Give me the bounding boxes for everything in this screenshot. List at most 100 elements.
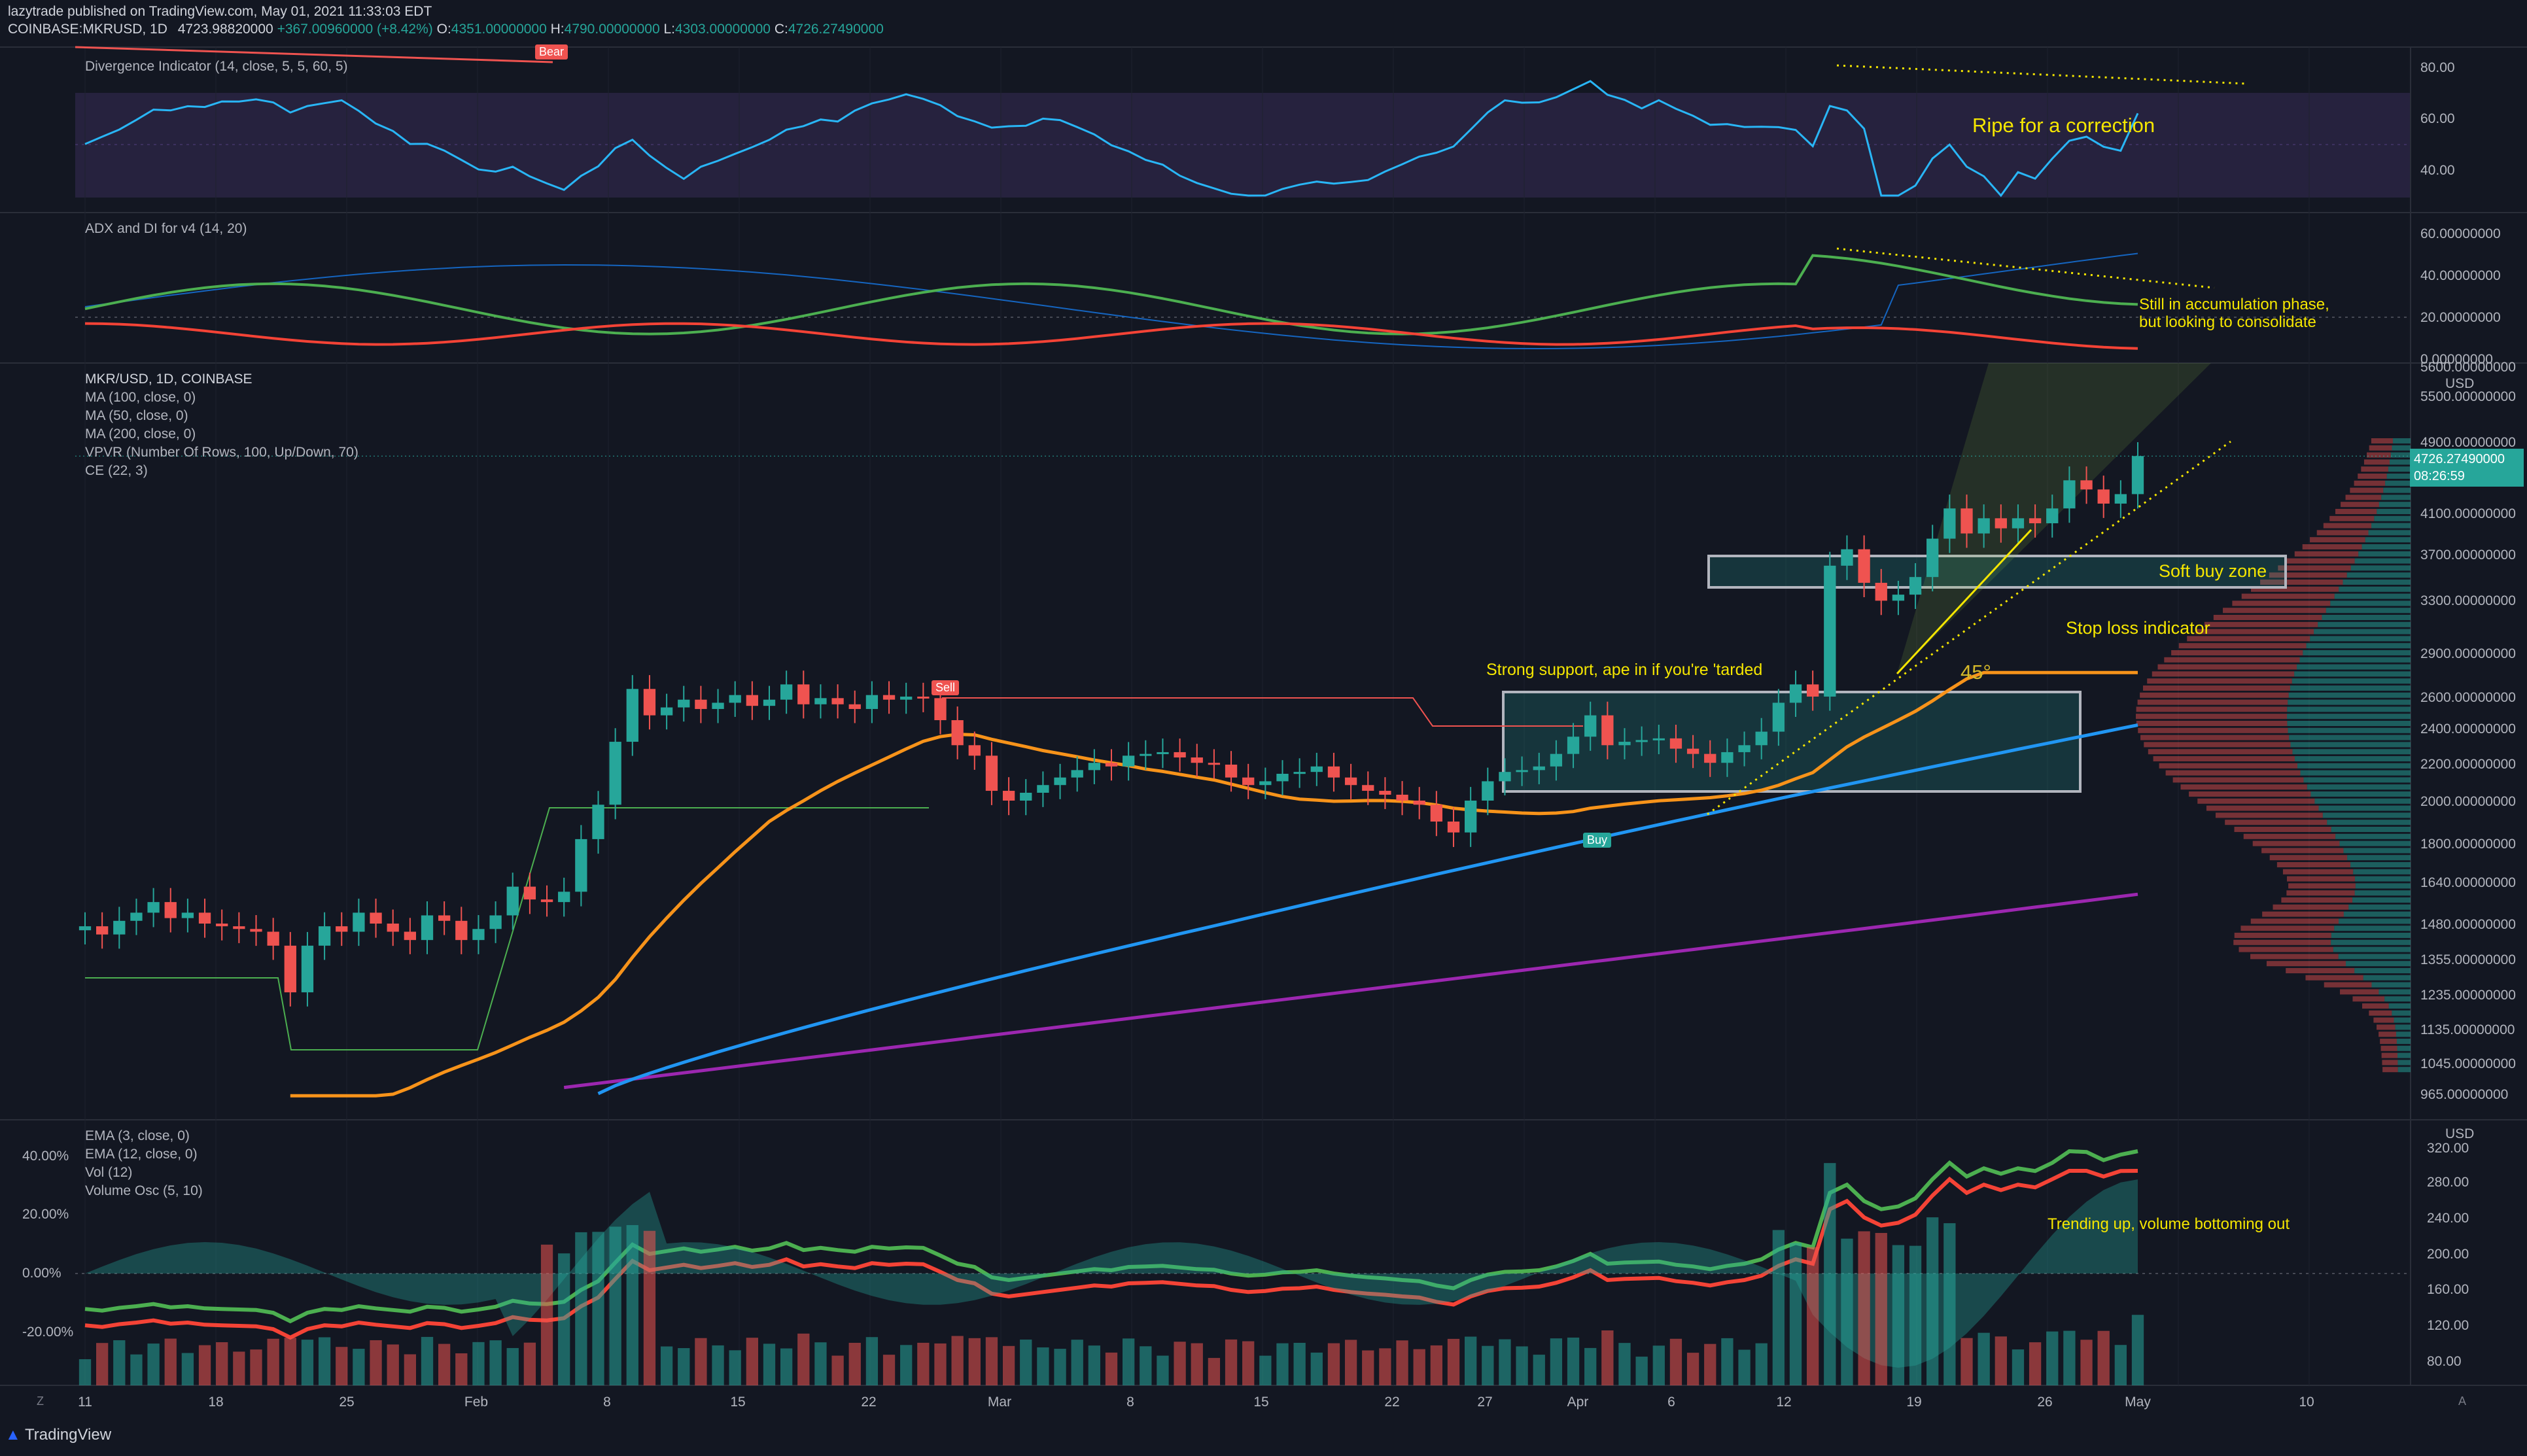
bear-tag: Bear	[535, 44, 568, 60]
vpvr-bar-down	[2206, 805, 2319, 811]
price-tick: 2600.00000000	[2420, 690, 2516, 705]
volume-bar	[2046, 1331, 2059, 1385]
candle-body	[643, 689, 656, 716]
vpvr-bar-up	[2303, 650, 2411, 655]
vpvr-bar-down	[2189, 791, 2311, 797]
vol-label[interactable]: Vol (12)	[85, 1165, 133, 1180]
vpvr-bar-down	[2369, 445, 2392, 451]
volume-bar	[164, 1338, 177, 1385]
x-tick: 15	[730, 1395, 746, 1410]
candle-body	[1738, 745, 1751, 752]
vpvr-bar-down	[2180, 784, 2307, 790]
vpvr-bar-up	[2314, 798, 2411, 804]
volume-bar	[1157, 1355, 1169, 1385]
volume-bar	[489, 1340, 502, 1385]
ma50-label[interactable]: MA (50, close, 0)	[85, 408, 188, 423]
candle-body	[1704, 754, 1717, 763]
candle-body	[421, 915, 434, 941]
candle-body	[2063, 480, 2076, 509]
ma100-line	[597, 723, 2138, 1096]
vpvr-bar-up	[2290, 685, 2411, 691]
vpvr-bar-down	[2240, 926, 2335, 931]
candle-body	[1344, 777, 1357, 786]
ema12-label[interactable]: EMA (12, close, 0)	[85, 1147, 198, 1162]
adx-tick: 20.00000000	[2420, 310, 2501, 325]
candle-body	[712, 702, 724, 709]
volume-bar	[558, 1253, 570, 1385]
candle-body	[353, 912, 365, 932]
vpvr-bar-down	[2369, 1010, 2392, 1016]
vpvr-bar-up	[2297, 763, 2411, 769]
vpvr-bar-up	[2334, 926, 2411, 931]
a-button[interactable]: A	[2458, 1395, 2467, 1408]
volume-bar	[438, 1343, 451, 1385]
volume-bar	[746, 1338, 759, 1385]
vpvr-bar-down	[2316, 530, 2369, 536]
vpvr-bar-down	[2153, 756, 2295, 761]
trending-note: Trending up, volume bottoming out	[2048, 1215, 2290, 1233]
x-tick: 12	[1776, 1395, 1792, 1410]
high-value: 4790.00000000	[564, 22, 660, 37]
volume-bar	[1140, 1346, 1152, 1385]
candle-body	[1824, 565, 1836, 697]
vpvr-label[interactable]: VPVR (Number Of Rows, 100, Up/Down, 70)	[85, 445, 358, 460]
candle-body	[917, 697, 930, 699]
vpvr-bar-down	[2262, 911, 2344, 917]
volume-bar	[917, 1342, 930, 1385]
ma100-label[interactable]: MA (100, close, 0)	[85, 390, 196, 405]
low-value: 4303.00000000	[675, 22, 771, 37]
vpvr-bar-down	[2136, 706, 2288, 712]
vpvr-bar-down	[2225, 820, 2327, 825]
vpvr-bar-up	[2388, 1003, 2411, 1009]
vpvr-bar-up	[2392, 445, 2411, 451]
tradingview-logo[interactable]: ▲ TradingView	[5, 1426, 111, 1444]
candle-body	[1858, 549, 1870, 583]
price-tick: 1045.00000000	[2420, 1056, 2516, 1071]
vpvr-bar-up	[2287, 714, 2411, 719]
ma200-label[interactable]: MA (200, close, 0)	[85, 426, 196, 442]
adx-label[interactable]: ADX and DI for v4 (14, 20)	[85, 221, 247, 236]
vpvr-bar-up	[2339, 918, 2411, 924]
ema3-label[interactable]: EMA (3, close, 0)	[85, 1128, 190, 1143]
open-prefix: O:	[436, 22, 451, 37]
price-series-label[interactable]: MKR/USD, 1D, COINBASE	[85, 372, 253, 387]
candle-body	[1841, 549, 1853, 566]
candle-body	[1071, 770, 1083, 778]
volume-bar	[2063, 1330, 2076, 1385]
vpvr-bar-up	[2395, 1024, 2411, 1030]
z-button[interactable]: Z	[37, 1395, 44, 1408]
volume-tick: 240.00	[2427, 1211, 2469, 1226]
candle-body	[1002, 791, 1015, 801]
ma50-line	[290, 670, 2138, 1098]
volume-bar	[1310, 1352, 1323, 1385]
di-minus-line	[84, 322, 2138, 350]
vpvr-bar-up	[2377, 509, 2411, 514]
volume-bar	[2097, 1330, 2110, 1385]
volume-osc-label[interactable]: Volume Osc (5, 10)	[85, 1183, 203, 1198]
publish-line: lazytrade published on TradingView.com, …	[8, 4, 432, 19]
vpvr-bar-down	[2232, 600, 2331, 606]
sell-tag: Sell	[932, 680, 960, 695]
volume-bar	[814, 1342, 827, 1385]
price-tick: 3300.00000000	[2420, 593, 2516, 608]
candle-body	[1140, 754, 1152, 756]
candle-body	[1995, 518, 2007, 529]
volume-bar	[113, 1340, 126, 1385]
symbol-label[interactable]: COINBASE:MKRUSD, 1D	[8, 22, 167, 37]
candle-body	[489, 915, 502, 929]
ce-label[interactable]: CE (22, 3)	[85, 463, 148, 478]
candle-body	[1789, 684, 1802, 703]
candle-body	[1293, 772, 1306, 774]
volume-bar	[592, 1232, 604, 1385]
vpvr-bar-down	[2197, 798, 2315, 804]
vpvr-bar-up	[2322, 812, 2411, 818]
vpvr-bar-up	[2334, 593, 2411, 599]
candle-body	[181, 912, 194, 918]
volume-bar	[900, 1345, 913, 1385]
osc-tick: 20.00%	[22, 1207, 69, 1222]
volume-bar	[1344, 1340, 1357, 1385]
divergence-label[interactable]: Divergence Indicator (14, close, 5, 5, 6…	[85, 59, 348, 74]
vpvr-bar-down	[2373, 1017, 2394, 1023]
candle-body	[592, 805, 604, 839]
